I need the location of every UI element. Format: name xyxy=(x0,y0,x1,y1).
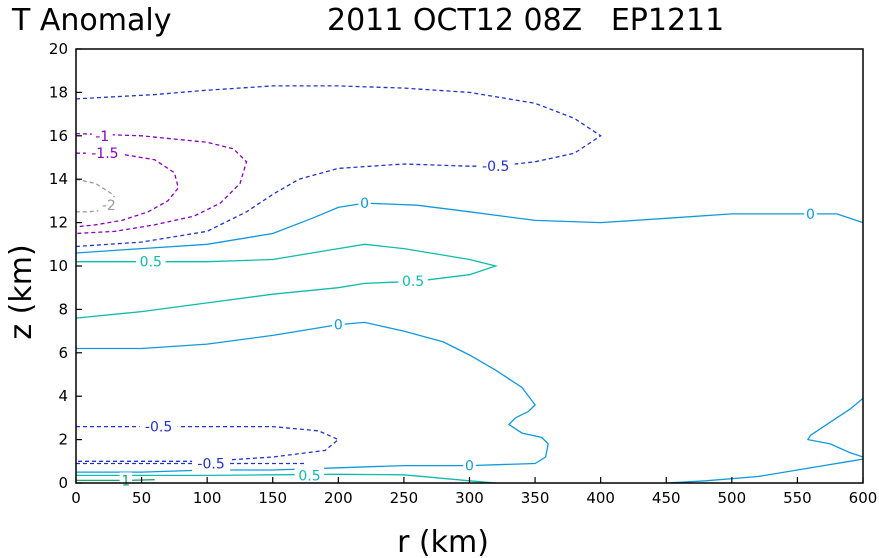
contour-line-2 xyxy=(75,152,180,228)
contour-label-8: 0 xyxy=(334,318,343,334)
x-tick-label-4: 200 xyxy=(324,489,353,507)
contour-lines xyxy=(75,85,864,484)
contour-label-bg-8 xyxy=(332,316,345,333)
chart-title-right: 2011 OCT12 08Z EP1211 xyxy=(327,3,724,38)
contour-label-bg-3 xyxy=(98,197,120,214)
contour-label-bg-4 xyxy=(358,195,371,212)
y-tick-label-4: 8 xyxy=(58,300,68,318)
x-tick-label-7: 350 xyxy=(521,489,550,507)
x-tick-label-1: 50 xyxy=(132,489,151,507)
contour-label-bg-9 xyxy=(139,418,178,435)
y-axis-ticks: 0 2 4 6 8 10 12 14 16 18 20 xyxy=(49,40,82,492)
contour-label-bg-13 xyxy=(119,472,133,489)
x-axis-ticks: 0 50 100 150 200 250 300 350 400 450 500 550 600 xyxy=(71,477,877,507)
contour-label-bg-7 xyxy=(398,273,428,290)
y-tick-label-7: 14 xyxy=(49,170,68,188)
y-tick-label-9: 18 xyxy=(49,83,68,101)
contour-line-12 xyxy=(806,397,864,458)
contour-line-5 xyxy=(75,243,499,319)
chart-title-left: T Anomaly xyxy=(11,3,171,38)
contour-label-13: 1 xyxy=(121,473,130,489)
y-tick-label-6: 12 xyxy=(49,214,68,232)
contour-label-bg-0 xyxy=(476,158,515,175)
contour-label-10: -0.5 xyxy=(197,457,224,473)
plot-frame xyxy=(75,48,864,484)
y-tick-label-0: 0 xyxy=(58,474,68,492)
contour-line-1 xyxy=(75,132,248,235)
y-tick-label-3: 6 xyxy=(58,344,68,362)
x-tick-label-11: 550 xyxy=(783,489,812,507)
contour-label-11: 0 xyxy=(465,459,474,475)
contour-label-5: 0 xyxy=(806,207,815,223)
contour-line-6 xyxy=(76,321,549,473)
x-tick-label-9: 450 xyxy=(652,489,681,507)
contour-line-10 xyxy=(76,479,155,482)
contour-label-bg-1 xyxy=(91,127,113,144)
x-tick-label-12: 600 xyxy=(849,489,878,507)
contour-label-2: -1.5 xyxy=(91,146,118,162)
contour-line-0 xyxy=(75,85,602,248)
x-tick-label-8: 400 xyxy=(586,489,615,507)
x-tick-label-0: 0 xyxy=(71,489,81,507)
contour-labels: -0.5 -1-1.5 -2 0 0 0.5 0.5 0 -0.5 -0.5 0 0.5 1 xyxy=(85,127,817,489)
y-tick-label-5: 10 xyxy=(49,257,68,275)
contour-label-0: -0.5 xyxy=(482,159,509,175)
y-tick-label-1: 2 xyxy=(58,431,68,449)
x-tick-label-6: 300 xyxy=(455,489,484,507)
x-axis-label: r (km) xyxy=(397,525,489,558)
contour-label-bg-6 xyxy=(136,253,166,270)
contour-line-7 xyxy=(76,425,340,462)
contour-label-1: -1 xyxy=(95,129,109,145)
contour-line-9 xyxy=(76,473,496,484)
y-tick-label-2: 4 xyxy=(58,387,68,405)
y-tick-label-10: 20 xyxy=(49,40,68,58)
contour-line-4 xyxy=(75,202,864,254)
contour-label-bg-5 xyxy=(804,205,817,222)
contour-label-bg-2 xyxy=(85,145,124,162)
contour-line-11 xyxy=(666,458,864,484)
y-axis-label: z (km) xyxy=(4,244,39,339)
contour-label-bg-10 xyxy=(192,455,231,472)
contour-label-4: 0 xyxy=(360,196,369,212)
contour-label-6: 0.5 xyxy=(140,255,162,271)
contour-label-9: -0.5 xyxy=(145,420,172,436)
x-tick-label-10: 500 xyxy=(718,489,747,507)
x-tick-label-5: 250 xyxy=(390,489,419,507)
x-tick-label-3: 150 xyxy=(258,489,287,507)
contour-label-bg-12 xyxy=(294,467,325,484)
contour-label-12: 0.5 xyxy=(298,468,320,484)
contour-label-7: 0.5 xyxy=(402,274,424,290)
x-tick-label-2: 100 xyxy=(193,489,222,507)
y-tick-label-8: 16 xyxy=(49,127,68,145)
contour-label-bg-11 xyxy=(463,457,476,474)
contour-label-3: -2 xyxy=(102,198,116,214)
